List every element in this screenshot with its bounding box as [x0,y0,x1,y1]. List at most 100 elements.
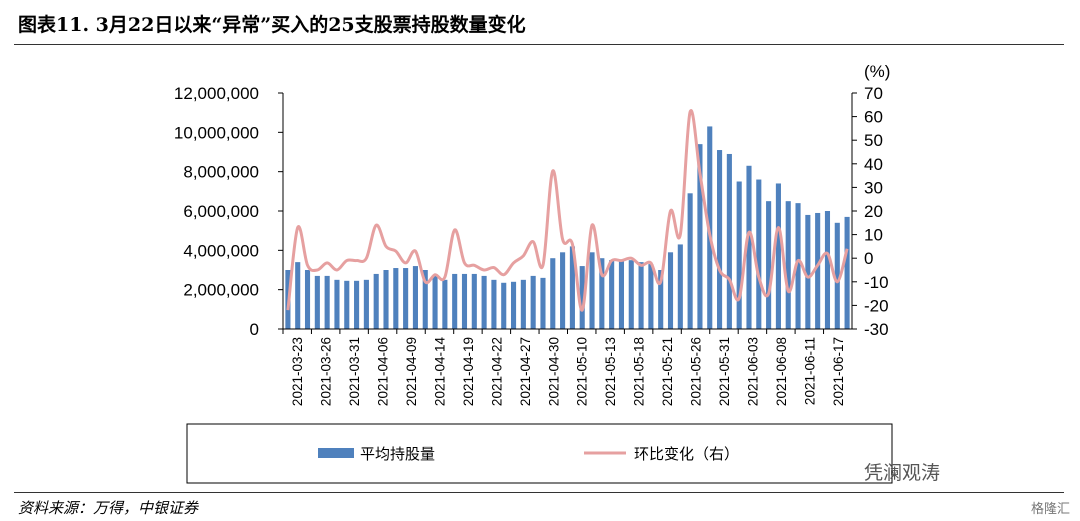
right-axis-tick-label: 30 [864,178,883,197]
bar [687,193,693,329]
watermark-text: 凭澜观涛 [863,462,940,484]
chart-title: 图表11. 3月22日以来“异常”买入的25支股票持股数量变化 [18,14,526,36]
left-axis-tick-label: 10,000,000 [174,123,259,142]
left-axis-tick-label: 8,000,000 [183,163,259,182]
x-axis-tick-label: 2021-04-22 [489,337,504,406]
bar [746,165,752,329]
bar [442,279,448,329]
bar [697,144,703,329]
bar [726,153,732,329]
bar [766,201,772,329]
bar [334,279,340,329]
x-axis-tick-label: 2021-04-27 [518,337,533,406]
legend-label-line: 环比变化（右） [634,445,739,463]
bar [354,280,360,329]
right-axis-tick-label: 20 [864,202,883,221]
series-line-mom-change [286,109,849,312]
left-axis-tick-label: 6,000,000 [183,202,259,221]
bar [834,222,840,329]
x-axis-tick-label: 2021-05-10 [575,337,590,406]
x-axis-tick-label: 2021-05-21 [660,337,675,406]
legend-label-bar: 平均持股量 [360,445,435,463]
bar [491,279,497,329]
bar [403,268,409,329]
top-rule [14,44,1064,45]
bar [667,252,674,329]
bar [677,244,683,329]
bar [481,275,487,329]
bar [736,181,742,329]
right-axis-tick-label: 60 [864,108,883,127]
x-axis-tick-label: 2021-05-26 [689,337,704,406]
watermark-text-2: 格隆汇 [1030,502,1070,517]
bar [775,183,781,329]
x-axis-tick-label: 2021-03-31 [347,337,362,406]
bar [628,260,634,329]
bar [461,273,468,329]
x-axis-tick-label: 2021-04-19 [461,337,476,406]
bar [599,258,605,329]
right-axis-tick-label: -20 [864,296,889,315]
bar [658,270,664,329]
x-axis-tick-label: 2021-03-23 [290,337,305,406]
bar [844,216,850,329]
bar [609,260,615,329]
bar [295,262,301,329]
right-axis-tick-label: 50 [864,131,883,150]
bar [432,275,438,329]
bar [373,273,379,329]
bar [717,150,723,329]
bar [648,264,654,329]
bar [314,275,320,329]
left-axis-tick-label: 2,000,000 [183,281,259,300]
bar [530,275,536,329]
bar [579,266,585,329]
right-axis-unit: (%) [864,62,890,81]
bar [304,270,311,329]
left-axis-tick-label: 4,000,000 [183,241,259,260]
x-axis-tick-label: 2021-04-06 [376,337,391,406]
bar [471,273,477,329]
right-axis-tick-label: 40 [864,155,883,174]
bar [324,275,330,329]
bar [510,281,517,329]
left-axis-tick-label: 12,000,000 [174,84,259,103]
x-axis-tick-label: 2021-04-30 [546,337,561,406]
x-axis-tick-label: 2021-06-11 [802,337,817,405]
x-axis-tick-label: 2021-05-31 [717,337,732,406]
legend-swatch-bar [318,448,354,458]
source-note: 资料来源：万得，中银证券 [18,499,199,517]
bar [815,212,821,329]
bar [569,246,575,329]
bar [638,262,644,329]
bar [805,214,811,329]
bar [422,270,428,329]
x-axis-tick-label: 2021-04-09 [404,337,419,406]
bar [344,280,350,329]
bar [540,277,546,329]
x-axis-tick-label: 2021-04-14 [432,337,447,407]
bar [550,258,556,329]
bar [795,203,801,329]
bar [383,270,389,329]
bar [412,266,418,329]
bar [363,279,369,329]
x-axis-tick-label: 2021-05-13 [603,337,618,406]
x-axis-tick-label: 2021-05-18 [632,337,647,406]
x-axis-tick-label: 2021-06-17 [831,337,846,406]
right-axis-tick-label: 10 [864,226,883,245]
bar [756,179,762,329]
bar [618,260,625,329]
x-axis-tick-label: 2021-06-08 [774,337,789,406]
bottom-rule [14,492,1064,493]
legend-box [186,423,893,484]
bar [393,268,399,329]
right-axis-tick-label: 70 [864,84,883,103]
x-axis-tick-label: 2021-06-03 [745,337,760,406]
bar [452,273,458,329]
bar [589,252,595,329]
bar [520,279,526,329]
bar [560,252,566,329]
left-axis-tick-label: 0 [250,320,259,339]
